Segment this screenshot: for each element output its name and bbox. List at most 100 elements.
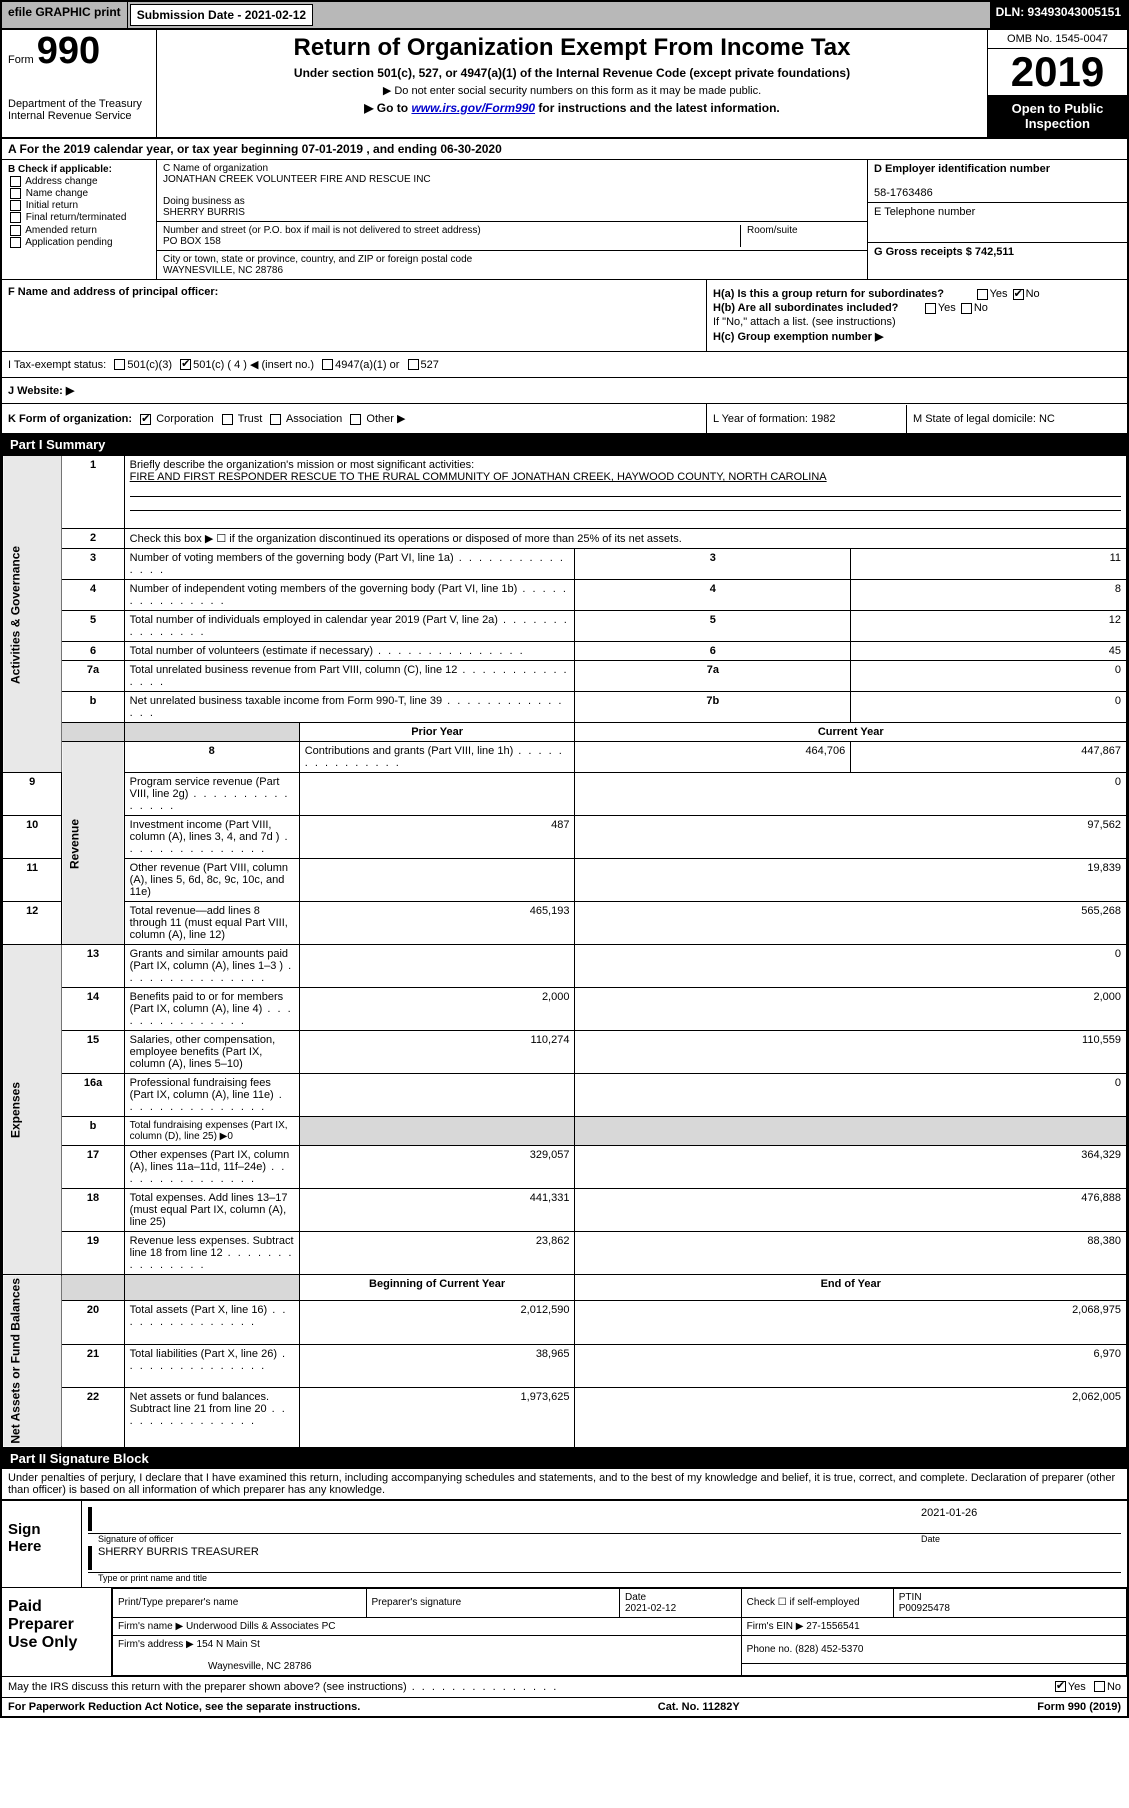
hb-no: No [974,302,988,314]
l16b-current [575,1117,1127,1146]
sign-here-label: Sign Here [2,1501,82,1587]
l16a-prior [299,1074,575,1117]
l6-val: 45 [851,642,1127,661]
pp-date-cell: Date2021-02-12 [620,1588,742,1617]
omb-number: OMB No. 1545-0047 [988,30,1127,49]
l5-box: 5 [575,611,851,642]
cb-initial-return[interactable]: Initial return [8,200,150,211]
l1-text: Briefly describe the organization's miss… [130,459,474,471]
website-row: J Website: ▶ [2,378,1127,404]
city-box: City or town, state or province, country… [157,251,867,279]
h-b-line: H(b) Are all subordinates included? Yes … [713,302,1121,314]
l18-text: Total expenses. Add lines 13–17 (must eq… [124,1189,299,1232]
f-label: F Name and address of principal officer: [8,286,218,298]
l3-box: 3 [575,549,851,580]
hb-note: If "No," attach a list. (see instruction… [713,316,1121,328]
section-c: C Name of organization JONATHAN CREEK VO… [157,160,867,279]
discuss-yes-cb[interactable] [1055,1681,1066,1692]
part-2-header: Part II Signature Block [2,1448,1127,1469]
cb-association[interactable] [270,414,281,425]
link-post: for instructions and the latest informat… [538,101,779,115]
section-deg: D Employer identification number 58-1763… [867,160,1127,279]
cb-4947[interactable] [322,359,333,370]
side-net-assets: Net Assets or Fund Balances [3,1275,62,1448]
l22-prior: 1,973,625 [299,1387,575,1447]
hb-label: H(b) Are all subordinates included? [713,302,898,314]
l10-prior: 487 [299,816,575,859]
col-current: Current Year [575,723,1127,742]
j-label: J Website: ▶ [8,384,74,397]
sig-officer-line: 2021-01-26 [88,1505,1121,1534]
l22-num: 22 [62,1387,124,1447]
paperwork-notice: For Paperwork Reduction Act Notice, see … [8,1701,360,1713]
cb-501c[interactable] [180,359,191,370]
l15-text: Salaries, other compensation, employee b… [124,1031,299,1074]
cb-527[interactable] [408,359,419,370]
cb-501c3[interactable] [114,359,125,370]
city-value: WAYNESVILLE, NC 28786 [163,265,283,276]
l14-num: 14 [62,988,124,1031]
paid-preparer-block: Paid Preparer Use Only Print/Type prepar… [2,1588,1127,1677]
l13-num: 13 [62,945,124,988]
l9-prior [299,773,575,816]
cb-name-change[interactable]: Name change [8,188,150,199]
l8-current: 447,867 [851,742,1127,773]
l15-prior: 110,274 [299,1031,575,1074]
cb-final-return[interactable]: Final return/terminated [8,212,150,223]
l7a-val: 0 [851,661,1127,692]
l7a-num: 7a [62,661,124,692]
cb-address-change[interactable]: Address change [8,176,150,187]
preparer-table: Print/Type preparer's name Preparer's si… [112,1588,1127,1676]
form-link-line: ▶ Go to www.irs.gov/Form990 for instruct… [165,101,979,115]
pp-ptin-cell: PTINP00925478 [893,1588,1126,1617]
c-label: C Name of organization [163,163,268,174]
dba-name: SHERRY BURRIS [163,207,245,218]
l19-current: 88,380 [575,1232,1127,1275]
l4-num: 4 [62,580,124,611]
l4-text: Number of independent voting members of … [124,580,575,611]
l12-prior: 465,193 [299,902,575,945]
col-end: End of Year [575,1275,1127,1301]
l8-text: Contributions and grants (Part VIII, lin… [299,742,575,773]
l16b-prior [299,1117,575,1146]
l18-current: 476,888 [575,1189,1127,1232]
l6-num: 6 [62,642,124,661]
l6-box: 6 [575,642,851,661]
discuss-text: May the IRS discuss this return with the… [8,1681,558,1693]
l14-current: 2,000 [575,988,1127,1031]
discuss-no-cb[interactable] [1094,1681,1105,1692]
section-l: L Year of formation: 1982 [707,405,907,433]
pp-sig-label: Preparer's signature [366,1588,620,1617]
part-1-title: Part I Summary [10,437,105,452]
l7b-val: 0 [851,692,1127,723]
l20-prior: 2,012,590 [299,1301,575,1344]
paid-preparer-right: Print/Type preparer's name Preparer's si… [112,1588,1127,1676]
l9-text: Program service revenue (Part VIII, line… [124,773,299,816]
ha-yes: Yes [990,288,1008,300]
l8-num: 8 [124,742,299,773]
cb-corporation[interactable] [140,414,151,425]
sig-name-label: Type or print name and title [88,1573,1121,1583]
pp-name-label: Print/Type preparer's name [113,1588,367,1617]
org-name-box: C Name of organization JONATHAN CREEK VO… [157,160,867,222]
l21-current: 6,970 [575,1344,1127,1387]
irs-link[interactable]: www.irs.gov/Form990 [411,101,535,115]
l19-num: 19 [62,1232,124,1275]
room-suite-label: Room/suite [741,225,861,247]
l7b-text: Net unrelated business taxable income fr… [124,692,575,723]
cb-application-pending[interactable]: Application pending [8,237,150,248]
l4-val: 8 [851,580,1127,611]
city-label: City or town, state or province, country… [163,254,472,265]
l15-current: 110,559 [575,1031,1127,1074]
pp-selfemp-cell: Check ☐ if self-employed [741,1588,893,1617]
top-bar: efile GRAPHIC print Submission Date - 20… [2,2,1127,30]
l3-val: 11 [851,549,1127,580]
klm-row: K Form of organization: Corporation Trus… [2,404,1127,434]
cb-other[interactable] [350,414,361,425]
sign-here-right: 2021-01-26 Signature of officer Date SHE… [82,1501,1127,1587]
cb-amended-return[interactable]: Amended return [8,225,150,236]
l18-prior: 441,331 [299,1189,575,1232]
l7b-box: 7b [575,692,851,723]
link-pre: ▶ Go to [364,101,411,115]
cb-trust[interactable] [222,414,233,425]
